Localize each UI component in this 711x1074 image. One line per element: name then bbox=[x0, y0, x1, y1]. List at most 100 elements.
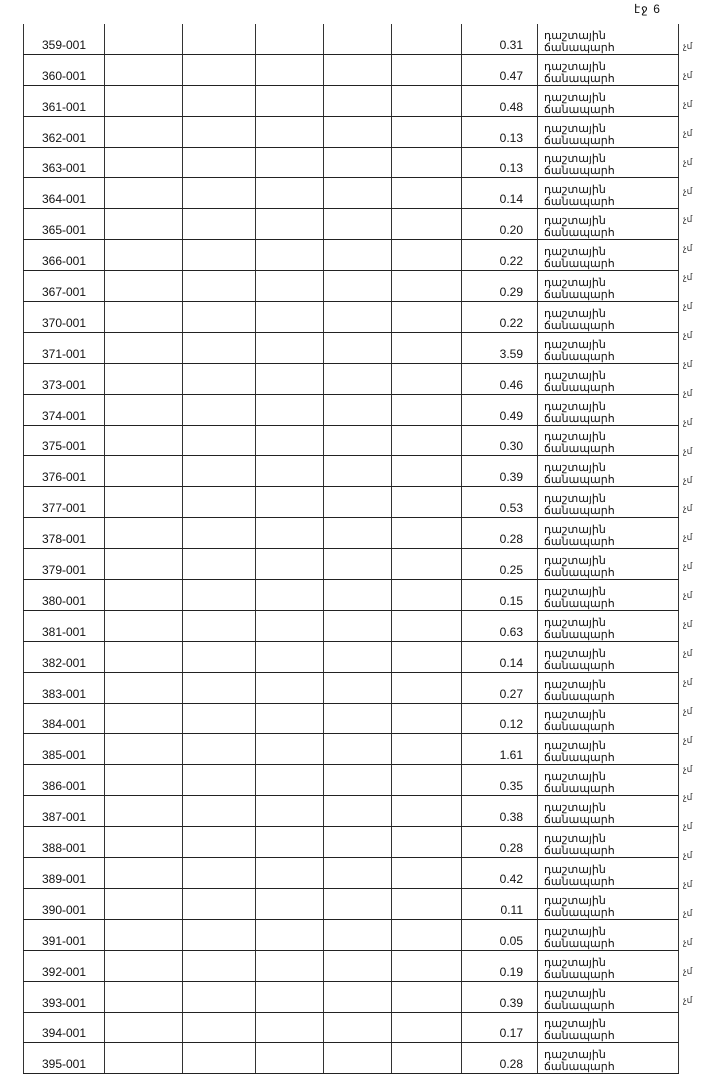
empty-cell bbox=[182, 703, 256, 735]
land-type: դաշտային ճանապարհ bbox=[537, 610, 679, 642]
area-value: 0.28 bbox=[461, 826, 538, 859]
parcel-id: 359-001 bbox=[23, 24, 105, 55]
area-value: 0.38 bbox=[461, 795, 538, 828]
parcel-id: 387-001 bbox=[23, 795, 105, 828]
area-value: 1.61 bbox=[461, 733, 538, 766]
parcel-id: 384-001 bbox=[23, 703, 105, 735]
empty-cell bbox=[104, 672, 183, 704]
empty-cell bbox=[323, 764, 392, 797]
empty-cell bbox=[255, 641, 324, 673]
table-row: 377-001 0.53 դաշտային ճանապարհ bbox=[23, 486, 679, 519]
land-type-line2: ճանապարհ bbox=[544, 1030, 615, 1043]
empty-cell bbox=[255, 672, 324, 704]
empty-cell bbox=[323, 425, 392, 457]
area-value: 0.11 bbox=[461, 888, 538, 920]
empty-cell bbox=[391, 486, 462, 519]
table-row: 371-001 3.59 դաշտային ճանապարհ bbox=[23, 332, 679, 364]
table-row: 359-001 0.31 դաշտային ճանապարհ bbox=[23, 24, 679, 55]
parcel-id: 394-001 bbox=[23, 1012, 105, 1044]
table-row: 365-001 0.20 դաշտային ճանապարհ bbox=[23, 208, 679, 241]
empty-cell bbox=[391, 888, 462, 920]
land-type-line2: ճանապարհ bbox=[544, 165, 615, 178]
parcel-id: 373-001 bbox=[23, 363, 105, 395]
parcel-id: 388-001 bbox=[23, 826, 105, 859]
empty-cell bbox=[182, 455, 256, 488]
margin-mark: չմ bbox=[683, 358, 693, 369]
land-type-line1: դաշտային bbox=[544, 678, 606, 691]
empty-cell bbox=[323, 610, 392, 642]
empty-cell bbox=[323, 147, 392, 179]
margin-mark: չմ bbox=[683, 561, 693, 572]
empty-cell bbox=[182, 270, 256, 303]
margin-mark: չմ bbox=[683, 705, 693, 716]
land-type-line2: ճանապարհ bbox=[544, 999, 615, 1012]
empty-cell bbox=[323, 733, 392, 766]
land-type: դաշտային ճանապարհ bbox=[537, 177, 679, 210]
parcel-id: 362-001 bbox=[23, 116, 105, 148]
empty-cell bbox=[255, 1042, 324, 1074]
table-row: 363-001 0.13 դաշտային ճանապարհ bbox=[23, 147, 679, 179]
area-value: 0.30 bbox=[461, 425, 538, 457]
area-value: 0.53 bbox=[461, 486, 538, 519]
land-type-line2: ճանապարհ bbox=[544, 289, 615, 302]
empty-cell bbox=[104, 764, 183, 797]
empty-cell bbox=[255, 363, 324, 395]
empty-cell bbox=[391, 425, 462, 457]
land-type-line2: ճանապարհ bbox=[544, 875, 615, 888]
table-row: 395-001 0.28 դաշտային ճանապարհ bbox=[23, 1042, 679, 1074]
land-type-line2: ճանապարհ bbox=[544, 968, 615, 981]
empty-cell bbox=[182, 919, 256, 951]
empty-cell bbox=[104, 332, 183, 364]
parcel-id: 386-001 bbox=[23, 764, 105, 797]
land-type-line1: դաշտային bbox=[544, 987, 606, 1000]
land-type-line1: դաշտային bbox=[544, 555, 606, 568]
empty-cell bbox=[255, 981, 324, 1013]
land-type: դաշտային ճանապարհ bbox=[537, 301, 679, 333]
empty-cell bbox=[182, 981, 256, 1013]
empty-cell bbox=[323, 888, 392, 920]
land-type: դաշտային ճանապարհ bbox=[537, 24, 679, 55]
area-value: 0.19 bbox=[461, 950, 538, 982]
land-type-line2: ճանապարհ bbox=[544, 381, 615, 394]
margin-mark: չմ bbox=[683, 272, 693, 283]
empty-cell bbox=[323, 301, 392, 333]
empty-cell bbox=[255, 301, 324, 333]
empty-cell bbox=[255, 85, 324, 117]
empty-cell bbox=[323, 486, 392, 519]
land-type: դաշտային ճանապարհ bbox=[537, 425, 679, 457]
land-type: դաշտային ճանապարհ bbox=[537, 548, 679, 581]
area-value: 0.28 bbox=[461, 1042, 538, 1074]
land-type-line2: ճանապարհ bbox=[544, 659, 615, 672]
table-row: 393-001 0.39 դաշտային ճանապարհ bbox=[23, 981, 679, 1013]
land-type-line1: դաշտային bbox=[544, 400, 606, 413]
table-row: 376-001 0.39 դաշտային ճանապարհ bbox=[23, 455, 679, 488]
empty-cell bbox=[104, 147, 183, 179]
empty-cell bbox=[323, 394, 392, 426]
parcel-id: 375-001 bbox=[23, 425, 105, 457]
empty-cell bbox=[323, 641, 392, 673]
margin-mark: չմ bbox=[683, 416, 693, 427]
empty-cell bbox=[323, 919, 392, 951]
land-type-line1: դաշտային bbox=[544, 925, 606, 938]
empty-cell bbox=[391, 703, 462, 735]
land-type-line2: ճանապարհ bbox=[544, 196, 615, 209]
table-row: 375-001 0.30 դաշտային ճանապարհ bbox=[23, 425, 679, 457]
table-row: 383-001 0.27 դաշտային ճանապարհ bbox=[23, 672, 679, 704]
land-type-line1: դաշտային bbox=[544, 184, 606, 197]
margin-mark: չմ bbox=[683, 994, 693, 1005]
empty-cell bbox=[323, 548, 392, 581]
empty-cell bbox=[182, 85, 256, 117]
parcel-id: 391-001 bbox=[23, 919, 105, 951]
empty-cell bbox=[104, 239, 183, 272]
empty-cell bbox=[323, 703, 392, 735]
area-value: 0.39 bbox=[461, 455, 538, 488]
empty-cell bbox=[255, 548, 324, 581]
land-type-line1: դաշտային bbox=[544, 91, 606, 104]
empty-cell bbox=[323, 517, 392, 550]
margin-mark: չմ bbox=[683, 156, 693, 167]
empty-cell bbox=[255, 24, 324, 55]
empty-cell bbox=[104, 301, 183, 333]
empty-cell bbox=[255, 54, 324, 86]
table-row: 392-001 0.19 դաշտային ճանապարհ bbox=[23, 950, 679, 982]
area-value: 0.15 bbox=[461, 579, 538, 611]
